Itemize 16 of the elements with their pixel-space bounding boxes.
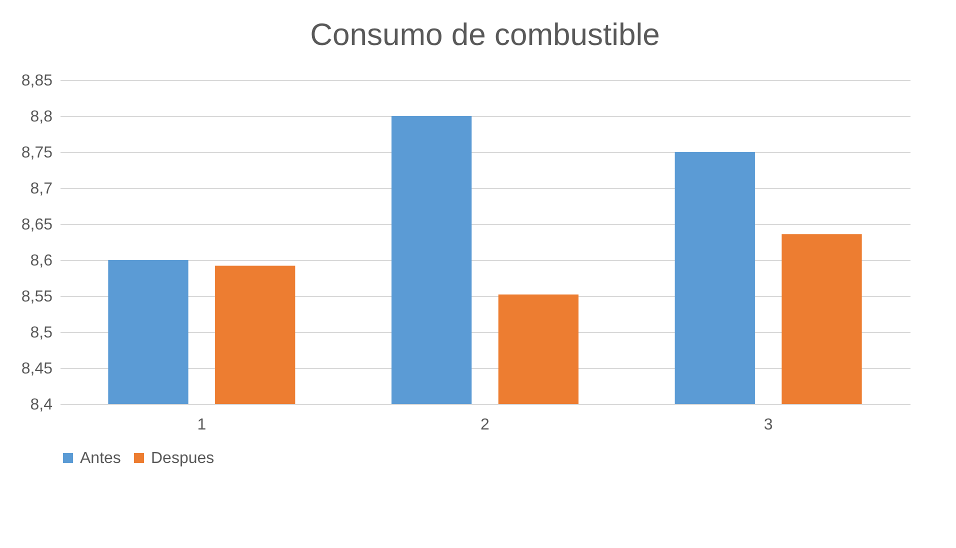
legend-label: Antes xyxy=(80,450,121,467)
x-tick-label: 1 xyxy=(197,416,206,434)
y-tick-label: 8,75 xyxy=(21,144,53,162)
y-tick-label: 8,55 xyxy=(21,288,53,306)
chart-title: Consumo de combustible xyxy=(310,17,660,52)
legend-label: Despues xyxy=(151,450,214,467)
y-tick-label: 8,6 xyxy=(30,252,53,270)
y-tick-label: 8,4 xyxy=(30,396,53,414)
y-tick-label: 8,5 xyxy=(30,324,53,342)
y-tick-label: 8,65 xyxy=(21,216,53,234)
x-tick-label: 2 xyxy=(480,416,490,434)
y-tick-label: 8,85 xyxy=(21,72,53,90)
y-tick-label: 8,45 xyxy=(21,360,53,378)
x-tick-label: 3 xyxy=(764,416,773,434)
y-tick-label: 8,8 xyxy=(30,108,53,126)
y-tick-label: 8,7 xyxy=(30,180,53,198)
